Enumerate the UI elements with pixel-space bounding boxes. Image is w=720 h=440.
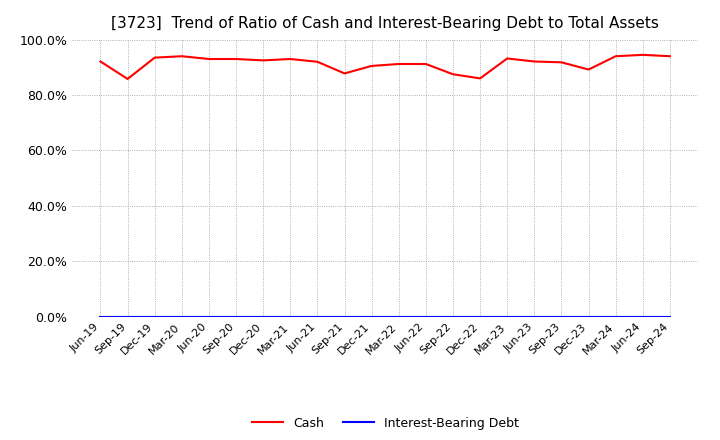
Interest-Bearing Debt <box>449 314 457 319</box>
Cash <box>421 61 430 66</box>
Interest-Bearing Debt <box>313 314 322 319</box>
Cash <box>204 56 213 62</box>
Cash <box>449 72 457 77</box>
Cash <box>313 59 322 64</box>
Cash <box>232 56 240 62</box>
Interest-Bearing Debt <box>639 314 647 319</box>
Cash <box>286 56 294 62</box>
Cash <box>476 76 485 81</box>
Cash <box>611 54 620 59</box>
Cash <box>259 58 268 63</box>
Legend: Cash, Interest-Bearing Debt: Cash, Interest-Bearing Debt <box>247 412 523 435</box>
Interest-Bearing Debt <box>476 314 485 319</box>
Interest-Bearing Debt <box>584 314 593 319</box>
Cash <box>178 54 186 59</box>
Cash <box>96 59 105 64</box>
Cash <box>557 60 566 65</box>
Interest-Bearing Debt <box>96 314 105 319</box>
Interest-Bearing Debt <box>557 314 566 319</box>
Title: [3723]  Trend of Ratio of Cash and Interest-Bearing Debt to Total Assets: [3723] Trend of Ratio of Cash and Intere… <box>112 16 659 32</box>
Interest-Bearing Debt <box>286 314 294 319</box>
Interest-Bearing Debt <box>665 314 674 319</box>
Interest-Bearing Debt <box>341 314 349 319</box>
Interest-Bearing Debt <box>150 314 159 319</box>
Interest-Bearing Debt <box>259 314 268 319</box>
Interest-Bearing Debt <box>232 314 240 319</box>
Interest-Bearing Debt <box>123 314 132 319</box>
Interest-Bearing Debt <box>530 314 539 319</box>
Interest-Bearing Debt <box>611 314 620 319</box>
Cash <box>123 76 132 81</box>
Cash <box>150 55 159 60</box>
Cash <box>665 54 674 59</box>
Interest-Bearing Debt <box>503 314 511 319</box>
Cash <box>367 63 376 69</box>
Cash <box>639 52 647 58</box>
Interest-Bearing Debt <box>178 314 186 319</box>
Cash <box>341 71 349 76</box>
Interest-Bearing Debt <box>204 314 213 319</box>
Cash <box>584 67 593 72</box>
Interest-Bearing Debt <box>421 314 430 319</box>
Cash <box>503 56 511 61</box>
Cash <box>395 61 403 66</box>
Line: Cash: Cash <box>101 55 670 79</box>
Interest-Bearing Debt <box>367 314 376 319</box>
Interest-Bearing Debt <box>395 314 403 319</box>
Cash <box>530 59 539 64</box>
